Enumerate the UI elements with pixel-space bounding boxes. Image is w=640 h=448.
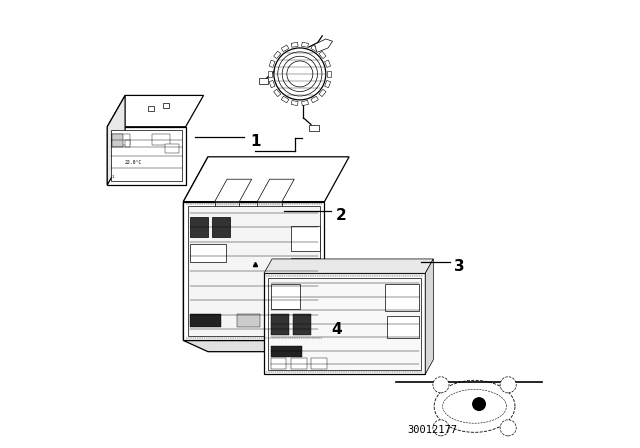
Bar bbox=[165, 144, 179, 153]
Bar bbox=[190, 217, 208, 237]
Bar bbox=[152, 134, 170, 146]
Polygon shape bbox=[291, 100, 298, 106]
Polygon shape bbox=[184, 157, 349, 202]
Bar bbox=[291, 358, 307, 369]
Circle shape bbox=[274, 48, 326, 100]
Bar bbox=[291, 258, 320, 282]
Bar bbox=[271, 358, 287, 369]
Text: 1: 1 bbox=[251, 134, 261, 149]
Bar bbox=[259, 78, 269, 84]
Text: 3: 3 bbox=[454, 259, 465, 274]
Bar bbox=[190, 244, 226, 262]
Bar bbox=[112, 134, 123, 147]
Bar bbox=[293, 314, 311, 335]
Bar bbox=[291, 226, 320, 251]
Circle shape bbox=[433, 420, 449, 436]
Polygon shape bbox=[282, 45, 289, 52]
Polygon shape bbox=[311, 96, 318, 103]
Polygon shape bbox=[425, 259, 433, 374]
Text: 4: 4 bbox=[332, 322, 342, 337]
Circle shape bbox=[500, 420, 516, 436]
Polygon shape bbox=[184, 157, 208, 340]
Polygon shape bbox=[215, 179, 252, 202]
Circle shape bbox=[500, 377, 516, 393]
Bar bbox=[271, 314, 289, 335]
Bar bbox=[271, 346, 302, 357]
Polygon shape bbox=[215, 202, 239, 222]
Polygon shape bbox=[324, 60, 331, 68]
Bar bbox=[212, 217, 230, 237]
Polygon shape bbox=[274, 89, 281, 97]
Polygon shape bbox=[319, 89, 326, 97]
Polygon shape bbox=[328, 71, 332, 77]
Polygon shape bbox=[282, 96, 289, 103]
Circle shape bbox=[433, 377, 449, 393]
Polygon shape bbox=[268, 71, 272, 77]
Bar bbox=[125, 140, 131, 147]
Bar bbox=[271, 284, 300, 309]
Polygon shape bbox=[108, 95, 204, 127]
Circle shape bbox=[473, 398, 485, 410]
Text: 30012177: 30012177 bbox=[407, 425, 458, 435]
Bar bbox=[237, 314, 260, 327]
Polygon shape bbox=[315, 39, 333, 52]
Polygon shape bbox=[108, 127, 186, 185]
Bar bbox=[111, 130, 182, 181]
Text: 1: 1 bbox=[112, 175, 114, 179]
Polygon shape bbox=[311, 45, 318, 52]
Bar bbox=[385, 284, 419, 311]
Bar bbox=[311, 358, 327, 369]
Polygon shape bbox=[163, 103, 170, 108]
Polygon shape bbox=[184, 202, 324, 340]
Polygon shape bbox=[319, 51, 326, 59]
Bar bbox=[190, 314, 221, 327]
Polygon shape bbox=[264, 259, 433, 273]
Polygon shape bbox=[324, 80, 331, 88]
Polygon shape bbox=[148, 106, 154, 111]
Polygon shape bbox=[301, 100, 308, 106]
Polygon shape bbox=[301, 42, 308, 47]
Polygon shape bbox=[269, 60, 275, 68]
Polygon shape bbox=[269, 80, 275, 88]
Bar bbox=[387, 316, 419, 338]
Polygon shape bbox=[108, 95, 125, 185]
Bar bbox=[112, 134, 130, 146]
Bar bbox=[269, 278, 421, 370]
Polygon shape bbox=[264, 273, 425, 374]
Text: 22.0°C: 22.0°C bbox=[125, 159, 142, 164]
Polygon shape bbox=[257, 179, 294, 202]
Polygon shape bbox=[274, 51, 281, 59]
Polygon shape bbox=[257, 202, 282, 222]
Polygon shape bbox=[291, 42, 298, 47]
Bar bbox=[188, 206, 320, 336]
Polygon shape bbox=[184, 340, 349, 352]
Text: 2: 2 bbox=[336, 208, 346, 224]
Bar bbox=[309, 125, 319, 131]
